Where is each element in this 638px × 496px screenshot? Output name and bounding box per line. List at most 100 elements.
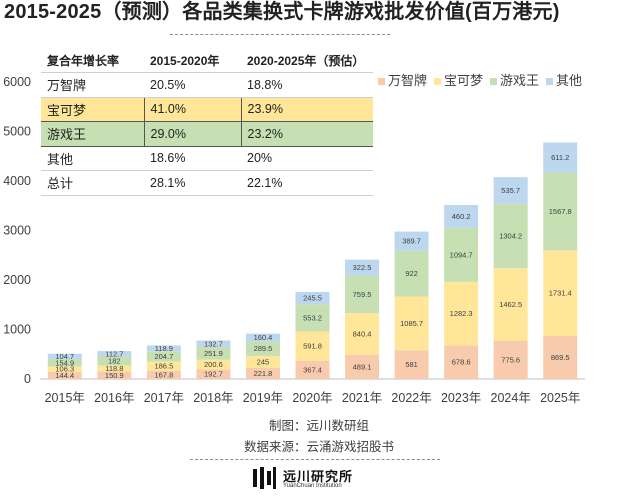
- bar-segment: [444, 227, 479, 282]
- data-label: 154.9: [55, 358, 74, 367]
- data-label: 535.7: [501, 186, 520, 195]
- bar-segment: [493, 340, 528, 379]
- bar-segment: [295, 304, 330, 332]
- data-source: 数据来源：云涌游戏招股书: [243, 440, 394, 454]
- bar-segment: [543, 250, 578, 336]
- table-row: 宝可梦 41.0% 23.9%: [41, 96, 373, 122]
- data-label: 1304.2: [499, 231, 522, 240]
- x-tick-label: 2022年: [391, 391, 431, 405]
- data-label: 204.7: [154, 352, 173, 361]
- table-cell: 22.1%: [241, 170, 373, 196]
- data-label: 922: [405, 269, 418, 278]
- data-label: 112.7: [105, 349, 123, 358]
- data-label: 759.5: [353, 290, 372, 299]
- bar-segment: [394, 250, 429, 297]
- data-label: 775.6: [501, 355, 520, 364]
- legend-swatch: [546, 78, 553, 85]
- data-label: 200.6: [204, 360, 223, 369]
- x-tick-label: 2024年: [491, 391, 531, 405]
- bar-segment: [543, 172, 578, 251]
- y-tick-label: 0: [24, 372, 31, 386]
- data-label: 678.6: [452, 358, 471, 367]
- data-label: 322.5: [353, 263, 372, 272]
- bar-segment: [97, 371, 132, 379]
- table-cell: 游戏王: [41, 121, 144, 147]
- bar-segment: [47, 371, 82, 379]
- bar-segment: [196, 359, 231, 370]
- data-label: 1567.8: [549, 207, 572, 216]
- table-cell: 20%: [241, 146, 373, 171]
- table-cell: 其他: [41, 146, 144, 171]
- y-tick-label: 4000: [3, 174, 31, 188]
- data-label: 289.5: [254, 344, 273, 353]
- table-cell: 万智牌: [41, 72, 144, 98]
- bar-segment: [97, 356, 132, 366]
- x-tick-label: 2017年: [144, 391, 184, 405]
- table-cell: 20.5%: [144, 72, 241, 98]
- bar-segment: [97, 365, 132, 372]
- x-tick-label: 2018年: [193, 391, 233, 405]
- table-cell: 18.6%: [144, 146, 241, 171]
- data-label: 251.9: [204, 349, 223, 358]
- legend-label: 万智牌: [388, 73, 427, 88]
- data-label: 869.5: [551, 353, 570, 362]
- data-label: 460.2: [452, 212, 471, 221]
- table-cell: 41.0%: [143, 96, 241, 122]
- bar-segment: [97, 351, 132, 357]
- bar-segment: [47, 358, 82, 367]
- bar-segment: [146, 351, 181, 362]
- y-tick-label: 6000: [3, 75, 31, 89]
- data-label: 1085.7: [400, 319, 423, 328]
- table-cell: 23.9%: [240, 96, 373, 122]
- bar-segment: [245, 333, 280, 342]
- bar-segment: [493, 268, 528, 341]
- bar-segment: [444, 345, 479, 379]
- data-label: 118.8: [105, 364, 123, 373]
- bar-segment: [394, 231, 429, 251]
- legend-swatch: [378, 78, 385, 85]
- data-label: 591.8: [303, 342, 322, 351]
- logo-mark-icon: [253, 467, 276, 489]
- bar-segment: [444, 204, 479, 228]
- bar-segment: [493, 177, 528, 204]
- bar-segment: [394, 296, 429, 351]
- data-label: 160.4: [254, 333, 273, 342]
- chart-credit: 制图：远川数研组: [268, 419, 369, 433]
- bar-segment: [295, 331, 330, 361]
- data-label: 1731.4: [549, 289, 572, 298]
- y-tick-label: 5000: [3, 125, 31, 139]
- data-label: 553.2: [303, 313, 322, 322]
- bar-segment: [146, 345, 181, 352]
- y-tick-label: 1000: [3, 323, 31, 337]
- data-label: 144.4: [55, 371, 74, 380]
- data-label: 389.7: [402, 237, 421, 246]
- data-label: 182: [108, 357, 121, 366]
- data-label: 150.9: [105, 371, 124, 380]
- bar-segment: [345, 259, 380, 276]
- bar-segment: [345, 354, 380, 379]
- table-row: 万智牌 20.5% 18.8%: [41, 72, 373, 98]
- bar-segment: [444, 281, 479, 346]
- bar-segment: [196, 369, 231, 379]
- legend-label: 宝可梦: [444, 73, 483, 88]
- table-header-cell: 2020-2025年（预估）: [241, 48, 373, 73]
- bar-segment: [295, 291, 330, 305]
- bar-segment: [295, 360, 330, 379]
- table-row: 游戏王 29.0% 23.2%: [41, 121, 373, 147]
- top-divider: [170, 34, 390, 35]
- chart-title: 2015-2025（预测）各品类集换式卡牌游戏批发价值(百万港元): [4, 1, 560, 23]
- y-tick-label: 2000: [3, 273, 31, 287]
- table-cell: 23.2%: [240, 121, 373, 147]
- table-header-row: 复合年增长率 2015-2020年 2020-2025年（预估）: [41, 48, 373, 73]
- bar-segment: [196, 347, 231, 360]
- x-tick-label: 2020年: [292, 391, 332, 405]
- data-label: 1094.7: [450, 250, 473, 259]
- cagr-table: 复合年增长率 2015-2020年 2020-2025年（预估） 万智牌 20.…: [41, 48, 373, 196]
- y-tick-label: 3000: [3, 224, 31, 238]
- data-label: 104.7: [55, 352, 74, 361]
- legend-swatch: [490, 78, 497, 85]
- data-label: 186.5: [154, 362, 173, 371]
- legend-swatch: [434, 78, 441, 85]
- logo-name-cn: 远川研究所: [283, 469, 354, 484]
